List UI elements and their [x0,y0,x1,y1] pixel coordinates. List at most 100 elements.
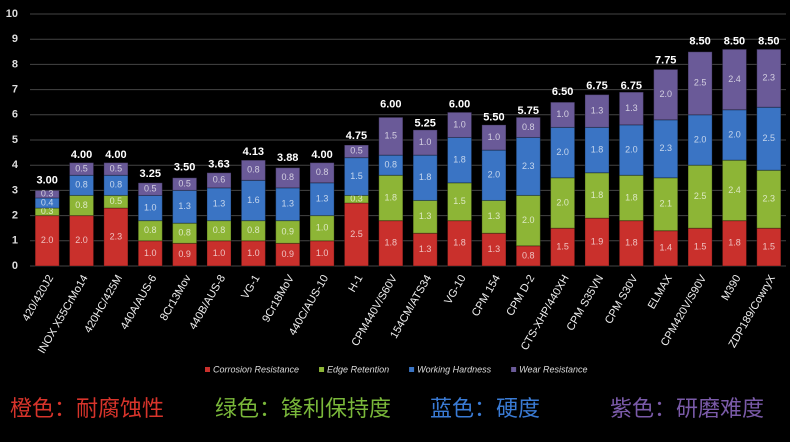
segment-label: 0.5 [110,163,123,173]
bar-segment [721,159,747,222]
bar-segment [309,215,335,242]
segment-label: 2.0 [625,144,638,154]
segment-label: 0.3 [41,189,54,199]
segment-label: 1.0 [144,202,157,212]
y-tick-label: 6 [12,109,18,121]
y-tick-label: 2 [12,210,18,222]
bar-segment [412,199,438,234]
bar-segment [550,101,576,128]
segment-label: 1.5 [350,171,363,181]
segment-label: 2.5 [694,191,707,201]
segment-label: 2.1 [659,199,672,209]
x-tick-label: 420/420J2 [20,273,56,324]
bar-segment [206,187,232,222]
total-label: 6.00 [449,99,470,111]
bar-segment [137,182,163,196]
segment-label: 1.5 [453,196,466,206]
total-label: 3.50 [174,162,195,174]
segment-label: 2.0 [488,170,501,180]
segment-label: 2.0 [728,129,741,139]
bar-segment [550,227,576,267]
x-tick-label: 440B/AUS-8 [187,273,228,332]
segment-label: 1.4 [659,243,672,253]
annotation: 紫色：研磨难度 [610,397,764,422]
x-tick-label: ELMAX [646,272,675,311]
legend-swatch [511,367,517,372]
bar-segment [687,227,713,267]
bar-segment [447,136,473,184]
x-tick-label: M390 [719,273,743,303]
segment-label: 2.4 [728,185,741,195]
segment-label: 1.3 [591,105,604,115]
segment-label: 2.0 [522,215,535,225]
segment-label: 2.0 [659,89,672,99]
segment-label: 0.8 [75,180,88,190]
segment-label: 0.5 [110,196,123,206]
y-tick-label: 3 [12,184,18,196]
segment-label: 0.8 [75,200,88,210]
bar-segment [34,197,60,209]
bar-segment [618,124,644,176]
bar-segment [240,179,266,222]
segment-label: 2.3 [763,73,776,83]
total-label: 3.25 [140,168,161,180]
bar-segment [309,240,335,267]
segment-label: 0.8 [522,122,535,132]
total-label: 8.50 [758,36,779,48]
x-tick-label: CPM D-2 [504,273,537,318]
bar-segment [309,162,335,184]
bar-segment [412,154,438,201]
x-tick-label: 440A/AUS-6 [118,273,159,332]
annotation: 蓝色：硬度 [430,397,540,422]
segment-label: 2.5 [694,78,707,88]
legend-swatch [205,367,210,372]
bar-segment [618,174,644,222]
total-label: 6.00 [380,99,401,111]
bar-segment [206,240,232,267]
total-label: 6.75 [621,80,642,92]
bar-segment [756,169,782,229]
segment-label: 1.8 [385,192,398,202]
bar-segment [69,162,95,176]
bar-segment [137,240,163,267]
bar-segment [584,172,610,219]
annotation: 绿色：锋利保持度 [215,397,391,422]
total-label: 4.75 [346,130,367,142]
segment-label: 0.9 [281,249,294,259]
bar-segment [378,220,404,267]
segment-label: 1.6 [247,195,260,205]
segment-label: 0.8 [178,228,191,238]
segment-label: 1.8 [453,155,466,165]
segment-label: 1.0 [247,248,260,258]
legend-swatch [319,367,325,372]
segment-label: 1.0 [419,137,432,147]
bar-segment [34,215,60,267]
x-tick-label: CPM 154 [470,273,503,319]
segment-label: 0.5 [178,178,191,188]
total-label: 4.00 [71,149,92,161]
segment-label: 1.0 [144,248,157,258]
bar-segment [653,177,679,232]
segment-label: 1.8 [625,238,638,248]
bar-segment [378,116,404,156]
total-label: 4.00 [311,149,332,161]
total-label: 3.00 [36,174,57,186]
bar-segment [721,48,747,111]
bar-segment [687,164,713,229]
bar-segment [447,182,473,222]
bar-segment [481,199,507,234]
bar-segment [618,91,644,126]
bar-segment [550,177,576,229]
total-label: 7.75 [655,55,676,67]
segment-label: 0.8 [144,225,157,235]
y-tick-label: 8 [12,58,18,70]
segment-label: 2.3 [110,231,123,241]
x-tick-label: CPM S30V [603,272,641,326]
segment-label: 1.0 [556,109,569,119]
segment-label: 1.8 [728,238,741,248]
bar-segment [653,68,679,121]
segment-label: 1.8 [591,190,604,200]
total-label: 6.75 [586,80,607,92]
segment-label: 1.3 [178,201,191,211]
